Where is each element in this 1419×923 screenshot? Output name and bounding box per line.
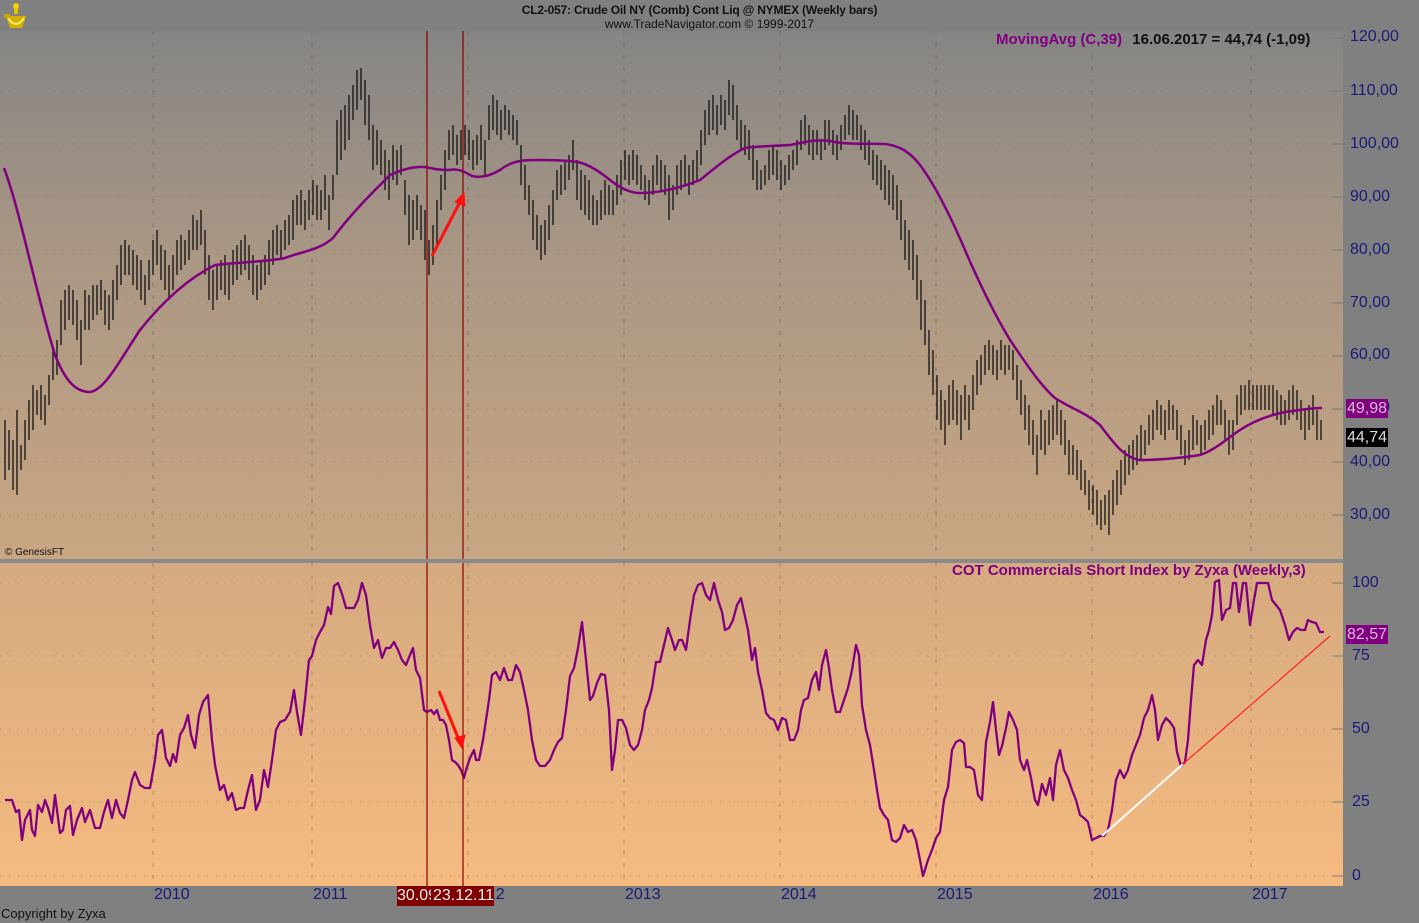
x-tick-2016: 2016	[1093, 886, 1129, 903]
cot-year-gridlines	[152, 563, 1252, 886]
x-tick-2011: 2011	[313, 886, 348, 903]
price-tick-30: 30,00	[1350, 506, 1391, 523]
close-value-badge: 44,74	[1346, 428, 1389, 447]
price-tick-40: 40,00	[1350, 453, 1391, 470]
ma-value-badge: 49,98	[1346, 399, 1389, 418]
cot-legend: COT Commercials Short Index by Zyxa (Wee…	[952, 562, 1306, 579]
cot-down-arrow	[437, 690, 466, 750]
cot-tick-100: 100	[1352, 574, 1379, 591]
x-tick-2014: 2014	[781, 886, 817, 903]
price-tick-90: 90,00	[1350, 188, 1391, 205]
cot-value-badge: 82,57	[1346, 625, 1389, 644]
cot-panel[interactable]	[0, 563, 1343, 886]
cot-tick-25: 25	[1352, 793, 1370, 810]
price-tick-70: 70,00	[1350, 294, 1391, 311]
ma-legend-label: MovingAvg (C,39)	[996, 31, 1123, 48]
cot-chart-svg	[0, 563, 1343, 886]
price-tick-110: 110,00	[1350, 82, 1398, 99]
white-trendline	[1101, 763, 1184, 837]
price-tick-80: 80,00	[1350, 241, 1391, 258]
red-trendline	[1182, 635, 1331, 765]
date-marker-23-12-11[interactable]: 23.12.11	[431, 886, 495, 906]
chart-subtitle: www.TradeNavigator.com © 1999-2017	[604, 17, 815, 31]
price-up-arrow	[430, 191, 466, 257]
x-tick-2017: 2017	[1252, 886, 1288, 903]
x-tick-2010: 2010	[154, 886, 190, 903]
price-tick-120: 120,00	[1350, 28, 1399, 45]
price-axis-ticks	[1333, 37, 1343, 516]
cot-tick-50: 50	[1352, 720, 1370, 737]
cot-index-line	[5, 578, 1324, 878]
cot-tick-75: 75	[1352, 647, 1370, 664]
price-legend: MovingAvg (C,39) 16.06.2017 = 44,74 (-1,…	[996, 31, 1310, 48]
price-year-gridlines	[152, 31, 1252, 559]
chart-header: CL2-057: Crude Oil NY (Comb) Cont Liq @ …	[0, 0, 1419, 31]
x-tick-2013: 2013	[625, 886, 661, 903]
panel-divider[interactable]	[0, 559, 1343, 563]
chart-title: CL2-057: Crude Oil NY (Comb) Cont Liq @ …	[521, 3, 878, 17]
price-chart-svg	[0, 31, 1343, 559]
price-tick-60: 60,00	[1350, 346, 1391, 363]
price-ohlc-bars	[4, 68, 1322, 535]
copyright-footer: Copyright by Zyxa	[1, 906, 106, 921]
cot-tick-0: 0	[1352, 867, 1361, 884]
moving-average-line	[2, 139, 1323, 462]
sextant-logo-icon	[4, 3, 26, 28]
x-tick-2015: 2015	[937, 886, 973, 903]
date-marker-30-09[interactable]: 30.09	[397, 886, 435, 906]
price-tick-100: 100,00	[1350, 135, 1399, 152]
genesis-watermark: © GenesisFT	[5, 547, 65, 558]
cot-axis-ticks	[1333, 582, 1343, 877]
price-panel[interactable]	[0, 31, 1343, 559]
ma-legend-value: 16.06.2017 = 44,74 (-1,09)	[1132, 31, 1311, 48]
